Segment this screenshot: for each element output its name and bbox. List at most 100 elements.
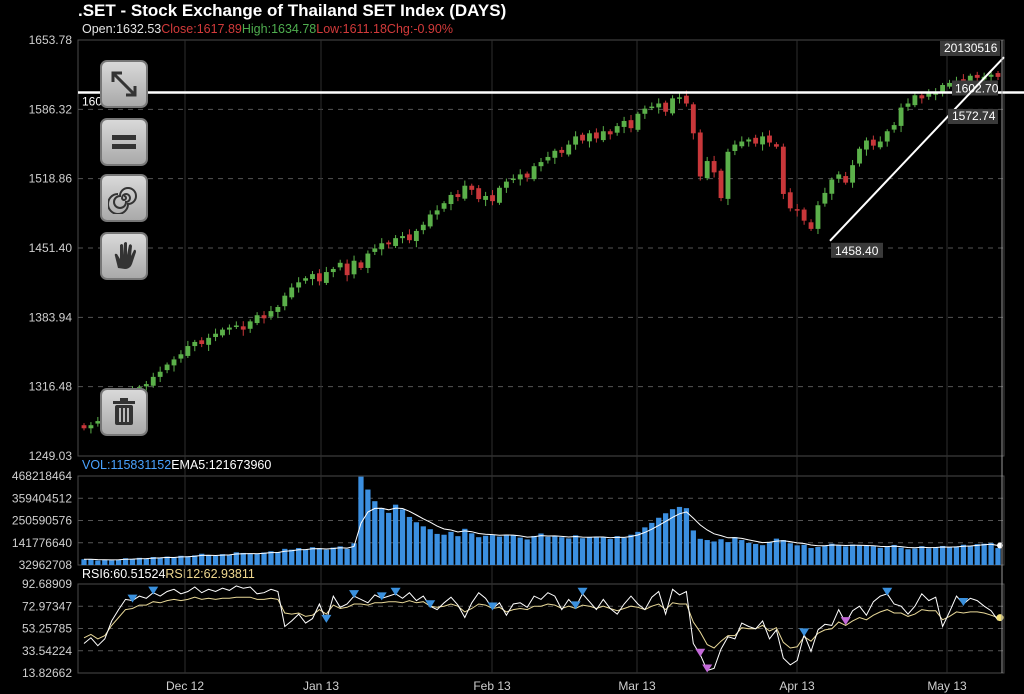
candle-body — [434, 210, 440, 215]
volume-bar — [81, 559, 87, 565]
candle-body — [317, 273, 322, 282]
x-tick-label: Dec 12 — [166, 679, 204, 693]
candle-body — [787, 192, 793, 209]
vol-label: VOL: — [82, 458, 111, 472]
candle-body — [296, 282, 302, 288]
volume-bar — [379, 507, 385, 565]
close-value: 1617.89 — [196, 22, 242, 36]
volume-bar — [344, 548, 350, 565]
rsi-overbought-marker — [390, 587, 401, 596]
candle-body — [912, 95, 918, 106]
candle-body — [476, 188, 482, 200]
candle-body — [587, 133, 592, 142]
rsi-tick-label: 13.82662 — [22, 666, 72, 680]
candle-body — [483, 195, 489, 200]
candle-body — [725, 151, 731, 199]
rsi-overbought-marker — [570, 601, 581, 610]
volume-bar — [739, 540, 745, 565]
diagonal-line-tool-button[interactable] — [100, 60, 148, 108]
candle-body — [157, 371, 163, 377]
volume-bar — [829, 543, 835, 565]
fibonacci-tool-button[interactable] — [100, 174, 148, 222]
candle-body — [884, 131, 890, 142]
volume-bar — [136, 557, 143, 565]
volume-bar — [164, 556, 170, 565]
candle-body — [358, 262, 364, 268]
volume-bar — [552, 535, 558, 565]
candle-body — [580, 134, 585, 141]
candle-body — [552, 150, 558, 158]
volume-bar — [656, 517, 662, 565]
candle-body — [289, 287, 295, 298]
candle-body — [974, 74, 980, 78]
volume-bar — [988, 543, 994, 565]
candle-body — [794, 209, 800, 211]
candle-body — [503, 181, 509, 188]
rsi-oversold-marker — [695, 648, 706, 657]
volume-tick-label: 359404512 — [12, 491, 72, 505]
candle-body — [753, 137, 759, 144]
chart-title: .SET - Stock Exchange of Thailand SET In… — [78, 1, 507, 20]
rsi-tick-label: 53.25785 — [22, 622, 72, 636]
candle-body — [538, 162, 544, 167]
trend-mid-value: 1572.74 — [952, 109, 996, 123]
candle-body — [240, 326, 246, 330]
candle-body — [268, 311, 274, 317]
volume-bar — [559, 537, 565, 565]
candle-body — [746, 139, 752, 142]
volume-bar — [212, 555, 219, 565]
parallel-lines-icon — [112, 135, 136, 149]
volume-bar — [226, 554, 233, 565]
candle-body — [607, 131, 613, 135]
candle-body — [206, 337, 212, 345]
candle-body — [767, 135, 772, 143]
ohlc-readout: Open:1632.53Close:1617.89High:1634.78Low… — [82, 22, 453, 36]
rsi-overbought-marker — [148, 586, 159, 595]
volume-bar — [406, 516, 413, 565]
candle-body — [254, 315, 260, 324]
volume-bar — [282, 548, 288, 565]
volume-bar — [462, 528, 468, 565]
candle-body — [337, 262, 343, 268]
candle-body — [774, 144, 779, 147]
trend-line-annotation — [829, 56, 1005, 242]
volume-bar — [386, 512, 392, 565]
rsi-overbought-marker — [321, 614, 332, 623]
candle-body — [663, 102, 669, 112]
volume-bar — [725, 542, 731, 565]
volume-bar — [690, 530, 696, 565]
ema5-line — [83, 507, 999, 561]
candle-body — [88, 425, 94, 429]
pan-tool-button[interactable] — [100, 232, 148, 280]
volume-bar — [676, 506, 683, 565]
volume-bar — [358, 476, 364, 565]
candle-body — [593, 132, 599, 139]
volume-bar — [683, 508, 690, 565]
candle-body — [836, 174, 842, 179]
candle-body — [365, 253, 371, 268]
volume-bar — [898, 547, 904, 565]
delete-tool-button[interactable] — [100, 388, 148, 436]
volume-bar — [129, 558, 136, 565]
volume-bar — [891, 544, 897, 565]
x-tick-label: Feb 13 — [473, 679, 511, 693]
horizontal-line-tool-button[interactable] — [100, 118, 148, 166]
volume-bar — [642, 527, 648, 565]
candle-body — [843, 176, 849, 183]
candle-body — [808, 222, 814, 229]
rsi-overbought-marker — [799, 628, 810, 637]
candle-body — [739, 141, 745, 147]
candle-body — [642, 108, 648, 114]
volume-bar — [427, 529, 433, 565]
volume-bar — [240, 552, 246, 565]
volume-bar — [974, 544, 980, 565]
x-tick-label: May 13 — [927, 679, 967, 693]
candle-body — [351, 260, 357, 275]
volume-bar — [960, 544, 967, 565]
volume-bar — [884, 546, 890, 565]
volume-bar — [323, 549, 329, 565]
volume-bar — [995, 548, 1001, 565]
candle-body — [400, 236, 405, 239]
candle-body — [732, 144, 738, 151]
